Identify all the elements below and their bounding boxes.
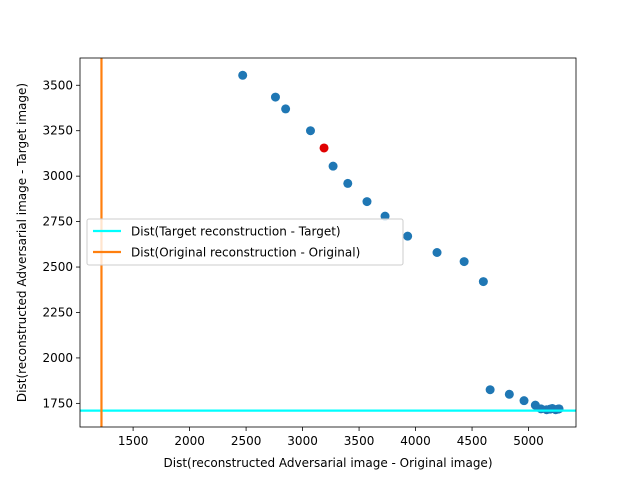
legend-label-target: Dist(Target reconstruction - Target) (131, 225, 341, 239)
data-point (459, 257, 469, 267)
y-tick-label: 2000 (42, 351, 73, 365)
y-axis-ticks: 1750 2000 2250 2500 2750 3000 3250 3500 (42, 78, 80, 410)
data-point (305, 126, 315, 136)
data-point (554, 404, 564, 414)
y-tick-label: 1750 (42, 396, 73, 410)
x-axis-ticks: 1500 2000 2500 3000 3500 4000 4500 5000 (118, 427, 544, 448)
x-axis-label: Dist(reconstructed Adversarial image - O… (164, 456, 493, 470)
y-tick-label: 3500 (42, 78, 73, 92)
x-tick-label: 3500 (344, 434, 375, 448)
data-point (519, 396, 529, 406)
plot-area (80, 58, 576, 427)
x-tick-label: 4000 (400, 434, 431, 448)
x-tick-label: 2000 (174, 434, 205, 448)
x-tick-label: 5000 (513, 434, 544, 448)
legend-box (86, 218, 404, 266)
x-tick-label: 1500 (118, 434, 149, 448)
data-point (270, 92, 280, 102)
y-tick-label: 3250 (42, 124, 73, 138)
data-point (380, 211, 390, 221)
data-point (362, 197, 372, 207)
x-tick-label: 2500 (231, 434, 262, 448)
legend-label-original: Dist(Original reconstruction - Original) (131, 246, 360, 260)
data-point (432, 247, 442, 257)
data-point (403, 231, 413, 241)
y-tick-label: 2500 (42, 260, 73, 274)
data-point (478, 277, 488, 287)
x-tick-label: 4500 (457, 434, 488, 448)
y-tick-label: 3000 (42, 169, 73, 183)
y-axis-label: Dist(reconstructed Adversarial image - T… (15, 83, 29, 402)
y-tick-label: 2250 (42, 305, 73, 319)
data-point (485, 385, 495, 395)
axes-frame (79, 57, 577, 428)
data-point (504, 389, 514, 399)
highlight-point (319, 143, 329, 153)
x-tick-label: 3000 (287, 434, 318, 448)
data-point (281, 104, 291, 114)
legend: Dist(Target reconstruction - Target) Dis… (86, 218, 404, 266)
data-point (328, 161, 338, 171)
data-point (238, 70, 248, 80)
y-tick-label: 2750 (42, 215, 73, 229)
data-point (343, 178, 353, 188)
